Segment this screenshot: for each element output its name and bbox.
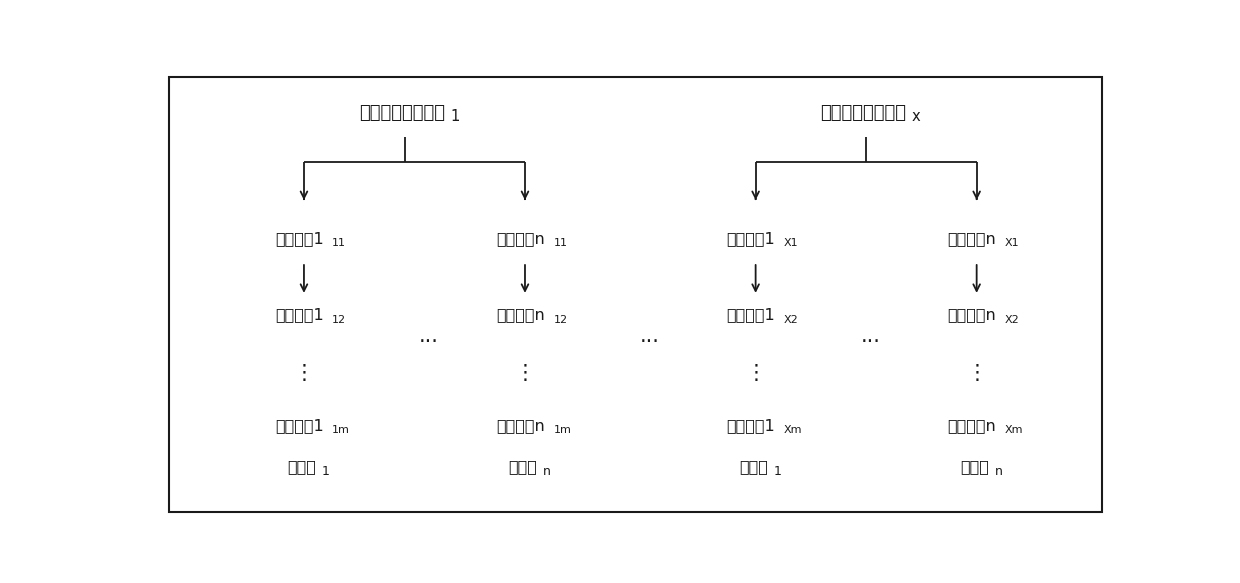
Text: ⋮: ⋮: [745, 363, 766, 382]
Text: 11: 11: [553, 238, 568, 248]
Bar: [903, 296, 1052, 339]
Text: 检测单元1: 检测单元1: [275, 231, 324, 246]
Bar: [450, 406, 599, 449]
Text: 检测单元n: 检测单元n: [496, 308, 544, 322]
Bar: [760, 93, 972, 138]
Text: 1: 1: [450, 109, 460, 124]
Text: 检测单元n: 检测单元n: [947, 418, 996, 433]
Text: 检测单元1: 检测单元1: [727, 418, 775, 433]
Bar: [681, 219, 830, 262]
Text: 12: 12: [332, 315, 346, 325]
Text: x: x: [911, 109, 920, 124]
Text: X1: X1: [1004, 238, 1019, 248]
Text: 隔离区: 隔离区: [739, 459, 768, 475]
Bar: [450, 296, 599, 339]
Bar: [903, 219, 1052, 262]
Text: 检测单元1: 检测单元1: [275, 308, 324, 322]
Bar: [229, 296, 378, 339]
Bar: [229, 219, 378, 262]
Text: 隔离区: 隔离区: [508, 459, 537, 475]
Text: 检测单元n: 检测单元n: [947, 231, 996, 246]
Text: 虚拟数据交换单元: 虚拟数据交换单元: [358, 104, 445, 122]
Text: ⋮: ⋮: [515, 363, 536, 382]
Text: X2: X2: [1004, 315, 1019, 325]
Text: X1: X1: [784, 238, 799, 248]
Text: Xm: Xm: [1004, 425, 1023, 435]
Text: 检测单元1: 检测单元1: [727, 231, 775, 246]
Bar: [880, 200, 1073, 487]
Text: 1: 1: [774, 465, 781, 478]
Text: ···: ···: [419, 332, 439, 352]
Bar: [429, 200, 621, 487]
Text: 检测单元1: 检测单元1: [275, 418, 324, 433]
Text: 1m: 1m: [553, 425, 572, 435]
Text: ⋮: ⋮: [966, 363, 987, 382]
Bar: [681, 406, 830, 449]
Text: ···: ···: [640, 332, 660, 352]
Text: 隔离区: 隔离区: [960, 459, 990, 475]
Text: 虚拟数据交换单元: 虚拟数据交换单元: [820, 104, 906, 122]
Bar: [903, 406, 1052, 449]
Bar: [229, 406, 378, 449]
Text: 检测单元n: 检测单元n: [496, 418, 544, 433]
Text: 检测单元1: 检测单元1: [727, 308, 775, 322]
Text: Xm: Xm: [784, 425, 802, 435]
Text: ···: ···: [861, 332, 880, 352]
Text: 检测单元n: 检测单元n: [496, 231, 544, 246]
Text: 11: 11: [332, 238, 346, 248]
Text: 1: 1: [321, 465, 330, 478]
Text: 检测单元n: 检测单元n: [947, 308, 996, 322]
Text: 12: 12: [553, 315, 568, 325]
Text: n: n: [994, 465, 1002, 478]
Bar: [299, 93, 511, 138]
Bar: [660, 200, 852, 487]
Text: X2: X2: [784, 315, 799, 325]
Bar: [681, 296, 830, 339]
Text: 隔离区: 隔离区: [288, 459, 316, 475]
Text: ⋮: ⋮: [294, 363, 315, 382]
Bar: [208, 200, 401, 487]
Text: 1m: 1m: [332, 425, 350, 435]
Text: n: n: [543, 465, 551, 478]
Bar: [450, 219, 599, 262]
